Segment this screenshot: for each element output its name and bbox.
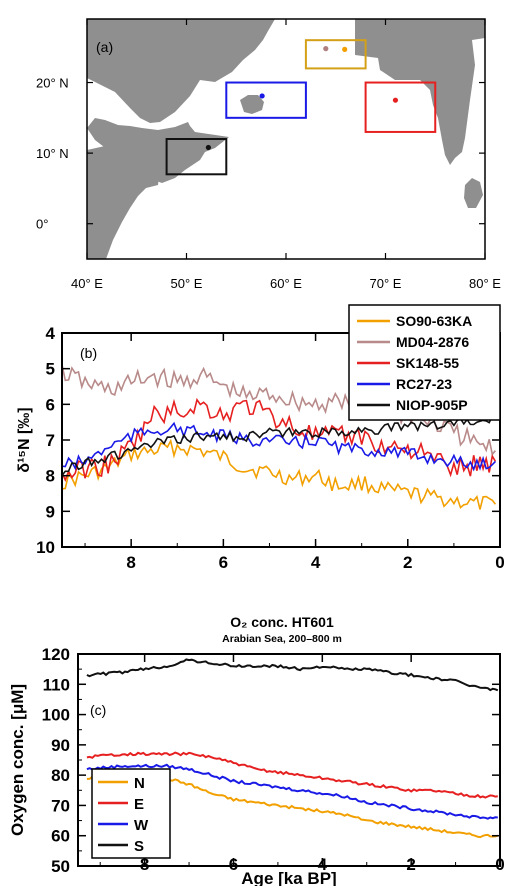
y-tick-label: 90: [51, 736, 70, 755]
x-tick-label: 80° E: [469, 276, 501, 291]
y-tick-label: 80: [51, 766, 70, 785]
oxygen-subtitle: Arabian Sea, 200–800 m: [222, 633, 342, 645]
land-mass: [87, 19, 485, 259]
d15n-legend: SO90-63KA MD04-2876 SK148-55 RC27-23 NIOP-90…: [348, 304, 501, 421]
oxygen-ylabel: Oxygen conc. [μM]: [8, 684, 27, 836]
x-tick-label: 50° E: [171, 276, 203, 291]
region-box: [225, 81, 307, 119]
y-tick-label: 10: [36, 538, 55, 557]
d15n-ylabel: δ¹⁵N [‰]: [16, 407, 33, 472]
y-tick-label: 4: [46, 324, 56, 343]
region-box: [304, 39, 367, 70]
x-tick-label: 60° E: [270, 276, 302, 291]
y-tick-label: 9: [46, 502, 55, 521]
core-site-marker: [342, 46, 348, 52]
x-tick-label: 8: [126, 553, 135, 572]
y-tick-label: 50: [51, 857, 70, 876]
panel-label-b: (b): [80, 345, 97, 361]
legend-label: E: [134, 796, 144, 813]
y-tick-label: 0°: [36, 217, 48, 232]
oxygen-xlabel: Age [ka BP]: [241, 869, 336, 886]
x-tick-label: 70° E: [370, 276, 402, 291]
y-tick-label: 110: [43, 675, 70, 694]
x-tick-label: 40° E: [71, 276, 103, 291]
panel-label-c: (c): [90, 702, 106, 718]
y-tick-label: 5: [46, 360, 55, 379]
legend-label: NIOP-905P: [396, 397, 468, 413]
land-polygon: [300, 19, 485, 165]
map-panel: 40° E 50° E 60° E 70° E 80° E 0° 10° N 20° N (a…: [36, 18, 501, 291]
legend-label: SO90-63KA: [396, 313, 472, 329]
land-polygon: [240, 95, 264, 114]
core-site-marker: [323, 46, 329, 52]
region-box: [364, 81, 437, 133]
x-tick-label: 6: [219, 553, 228, 572]
y-tick-label: 7: [46, 431, 55, 450]
legend-label: SK148-55: [396, 355, 459, 371]
d15n-panel: 8 6 4 2 0 4 5 6 7 8 9 10 (b) δ¹⁵N [‰] SO90-63KA MD04…: [16, 304, 505, 572]
region-box: [165, 138, 228, 176]
y-tick-label: 6: [46, 395, 55, 414]
legend-label: MD04-2876: [396, 334, 469, 350]
series-line: [86, 658, 499, 692]
series-line: [86, 751, 498, 799]
core-site-marker: [259, 93, 265, 99]
y-tick-label: 100: [42, 706, 70, 725]
y-tick-label: 20° N: [36, 76, 69, 91]
x-tick-label: 0: [495, 553, 504, 572]
y-tick-label: 10° N: [36, 146, 69, 161]
y-tick-label: 60: [51, 827, 70, 846]
land-polygon: [87, 146, 160, 259]
legend-label: S: [134, 838, 144, 855]
legend-label: W: [134, 817, 149, 834]
land-polygon: [87, 118, 229, 183]
y-tick-label: 8: [46, 467, 55, 486]
oxygen-title: O₂ conc. HT601: [230, 614, 334, 630]
series-line: [61, 364, 497, 457]
x-tick-label: 4: [311, 553, 321, 572]
legend-label: RC27-23: [396, 376, 452, 392]
y-tick-label: 120: [42, 645, 70, 664]
x-tick-label: 2: [403, 553, 412, 572]
series-line: [61, 414, 496, 476]
legend-label: N: [134, 775, 145, 792]
land-polygon: [464, 178, 483, 208]
core-site-marker: [205, 144, 211, 151]
y-tick-label: 70: [51, 796, 70, 815]
land-polygon: [87, 19, 275, 123]
panel-label-a: (a): [96, 39, 113, 55]
series-line: [61, 421, 496, 472]
core-site-marker: [392, 97, 399, 103]
series-line: [86, 763, 498, 820]
